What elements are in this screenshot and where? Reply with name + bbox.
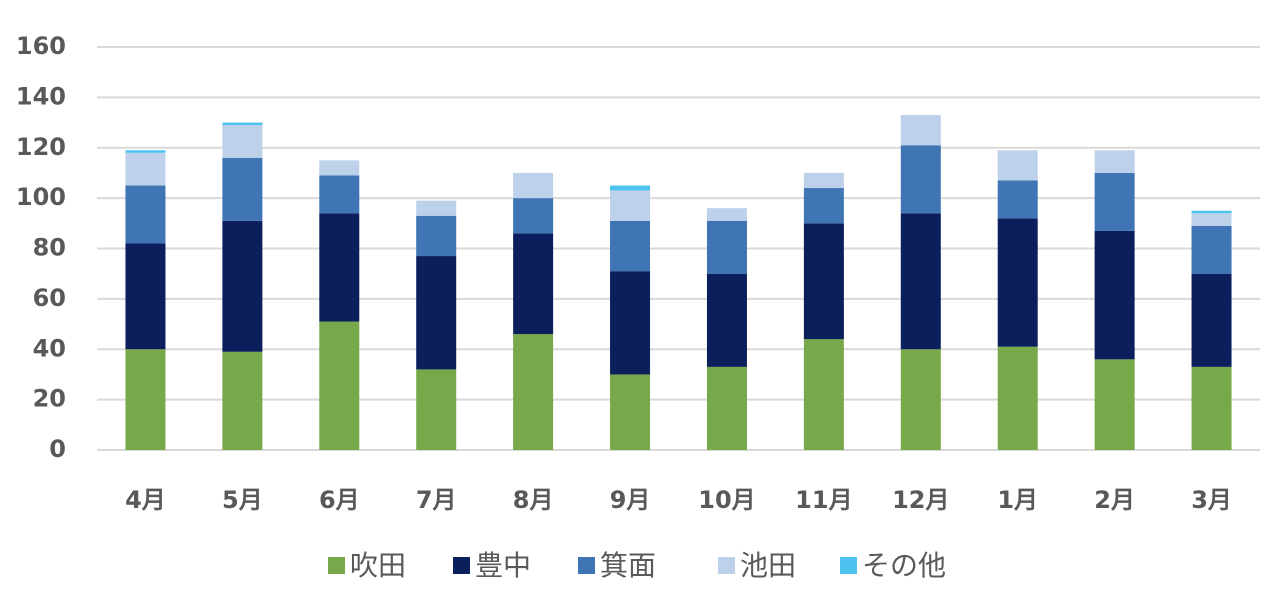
x-tick-label: 8月 [513,486,554,514]
bar-segment [803,172,844,189]
bar-segment [610,220,651,272]
legend-label: 池田 [740,549,796,582]
y-tick-label: 80 [33,234,66,262]
bar-segment [222,125,263,158]
legend-swatch [328,557,345,574]
bar-segment [997,218,1038,347]
x-tick-label: 5月 [222,486,263,514]
bar-segment [900,115,941,146]
bar-segment [513,233,554,335]
legend-label: 箕面 [600,549,656,582]
y-tick-label: 120 [16,133,66,161]
bar-segment [319,321,360,450]
bar-segment [125,152,166,186]
y-tick-label: 60 [33,284,66,312]
bar-segment [416,256,457,370]
bar-segment [319,213,360,322]
bar-segment [319,160,360,176]
x-tick-label: 9月 [610,486,651,514]
bar-segment [513,198,554,234]
bar-segment [1191,210,1232,214]
bar-segment [222,351,263,450]
bar-segment [513,334,554,450]
bar-segment [1191,225,1232,274]
legend-swatch [718,557,735,574]
bar-segment [900,213,941,350]
bar-segment [997,150,1038,181]
bar-segment [1191,273,1232,367]
bar-segment [416,369,457,450]
bar-segment [610,190,651,221]
y-tick-label: 160 [16,32,66,60]
bar-segment [222,220,263,352]
bar-segment [1094,172,1135,231]
bar-segment [222,122,263,126]
bar-segment [1094,359,1135,450]
x-tick-label: 2月 [1094,486,1135,514]
bar-segment [706,220,747,274]
y-tick-label: 40 [33,334,66,362]
bar-segment [1191,366,1232,450]
x-tick-label: 12月 [892,486,949,514]
bar-segment [610,185,651,191]
legend-swatch [578,557,595,574]
y-tick-label: 0 [49,435,66,463]
x-tick-label: 11月 [795,486,852,514]
bar-segment [610,374,651,450]
bar-segment [610,271,651,375]
y-tick-label: 140 [16,82,66,110]
x-tick-label: 4月 [125,486,166,514]
bar-segment [706,366,747,450]
bar-segment [1094,150,1135,173]
bar-segment [900,349,941,450]
bar-segment [125,150,166,153]
x-tick-label: 7月 [416,486,457,514]
x-tick-label: 3月 [1191,486,1232,514]
bar-segment [125,185,166,244]
legend-swatch [453,557,470,574]
bar-segment [803,223,844,340]
legend-label: その他 [862,549,946,582]
legend-label: 吹田 [350,549,406,582]
x-tick-label: 1月 [997,486,1038,514]
bar-segment [1191,213,1232,226]
bar-segment [1094,230,1135,360]
x-tick-label: 10月 [698,486,755,514]
legend-label: 豊中 [475,549,531,582]
bar-segment [416,215,457,257]
bar-segment [900,145,941,214]
legend-swatch [840,557,857,574]
bar-segment [706,273,747,367]
bar-segment [997,180,1038,219]
bar-segment [222,157,263,221]
bar-segment [706,208,747,221]
bar-segment [997,346,1038,450]
bar-segment [513,172,554,199]
bar-segment [803,339,844,450]
bar-segment [125,349,166,450]
bar-segment [319,175,360,214]
x-tick-label: 6月 [319,486,360,514]
bar-segment [803,188,844,224]
bar-segment [416,200,457,216]
y-tick-label: 100 [16,183,66,211]
y-tick-label: 20 [33,385,66,413]
bar-segment [125,243,166,350]
